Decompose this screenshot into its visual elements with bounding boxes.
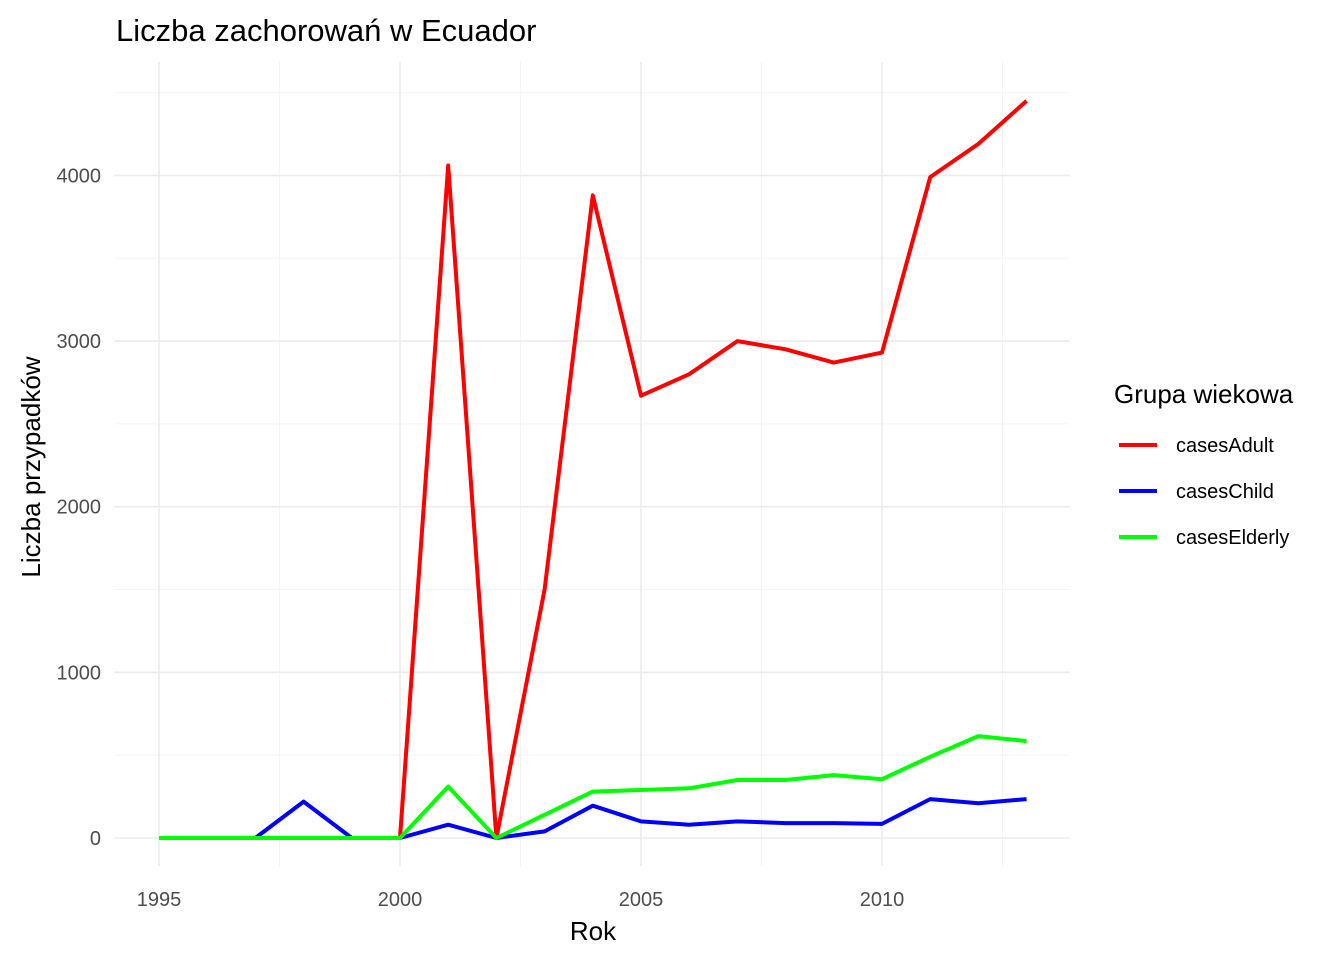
x-tick-label: 2010 xyxy=(860,889,905,911)
legend-label-casesChild: casesChild xyxy=(1176,481,1274,503)
y-tick-label: 2000 xyxy=(57,497,102,519)
y-axis-ticks: 0 1000 2000 3000 4000 xyxy=(57,165,102,850)
legend-label-casesAdult: casesAdult xyxy=(1176,435,1274,457)
y-tick-label: 4000 xyxy=(57,165,102,187)
x-axis-ticks: 1995 2000 2005 2010 xyxy=(137,889,905,911)
y-tick-label: 1000 xyxy=(57,662,102,684)
x-axis-title: Rok xyxy=(570,916,617,946)
series-line-casesAdult xyxy=(159,99,1028,840)
x-tick-label: 2000 xyxy=(378,889,423,911)
y-axis-title: Liczba przypadków xyxy=(16,356,46,577)
x-tick-label: 1995 xyxy=(137,889,182,911)
legend: Grupa wiekowa casesAdult casesChild casesE… xyxy=(1114,379,1294,549)
legend-title: Grupa wiekowa xyxy=(1114,379,1294,409)
series-lines xyxy=(159,99,1028,840)
x-tick-label: 2005 xyxy=(619,889,664,911)
series-line-casesChild xyxy=(159,797,1027,840)
legend-label-casesElderly: casesElderly xyxy=(1176,527,1289,549)
minor-gridlines xyxy=(114,62,1070,866)
series-line-casesElderly xyxy=(159,734,1027,840)
legend-items: casesAdult casesChild casesElderly xyxy=(1119,435,1289,549)
major-gridlines xyxy=(114,62,1070,866)
chart-title: Liczba zachorowań w Ecuador xyxy=(116,13,536,48)
y-tick-label: 3000 xyxy=(57,331,102,353)
y-tick-label: 0 xyxy=(90,828,101,850)
